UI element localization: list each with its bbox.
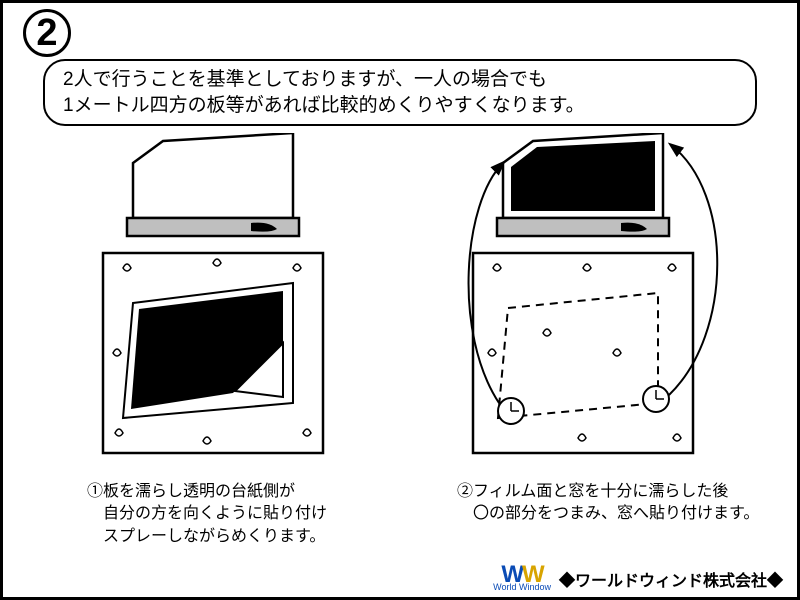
panel-1-illustration bbox=[63, 133, 363, 473]
footer: WW World Window ◆ワールドウィンド株式会社◆ bbox=[493, 565, 783, 591]
step-number-badge: 2 bbox=[23, 9, 71, 57]
panel-2-caption: ②フィルム面と窓を十分に濡らした後 〇の部分をつまみ、窓へ貼り付けます。 bbox=[433, 481, 773, 526]
instruction-panel-1: ①板を濡らし透明の台紙側が 自分の方を向くように貼り付け スプレーしながらめくり… bbox=[63, 133, 403, 548]
instruction-panel-2: ②フィルム面と窓を十分に濡らした後 〇の部分をつまみ、窓へ貼り付けます。 bbox=[433, 133, 773, 526]
panel-1-caption: ①板を濡らし透明の台紙側が 自分の方を向くように貼り付け スプレーしながらめくり… bbox=[63, 481, 403, 548]
company-name: ◆ワールドウィンド株式会社◆ bbox=[559, 567, 783, 591]
company-logo-icon: WW World Window bbox=[493, 565, 551, 591]
panel-2-illustration bbox=[433, 133, 763, 473]
tip-callout: 2人で行うことを基準としておりますが、一人の場合でも 1メートル四方の板等があれ… bbox=[43, 59, 757, 126]
